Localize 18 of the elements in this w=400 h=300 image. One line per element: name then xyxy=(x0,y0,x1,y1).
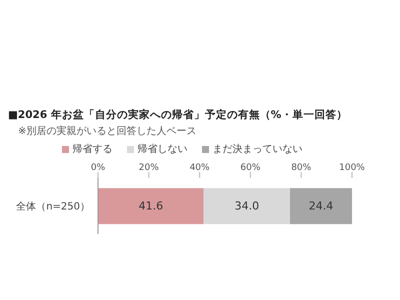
x-tick-label: 0% xyxy=(90,163,106,173)
x-tick-label: 40% xyxy=(190,163,210,173)
bar xyxy=(98,188,204,224)
y-tick-label: 全体（n=250） xyxy=(16,200,90,213)
bar xyxy=(290,188,352,224)
x-tick-label: 100% xyxy=(339,163,366,173)
text: ※別居の実親がいると回答した人ベース xyxy=(18,124,198,138)
data-label: 34.0 xyxy=(234,200,260,213)
legend-label: まだ決まっていない xyxy=(212,142,302,156)
bar xyxy=(204,188,290,224)
chart-title: ■2026 年お盆「自分の実家への帰省」予定の有無（%・単一回答） xyxy=(8,108,348,122)
data-label: 24.4 xyxy=(308,200,334,213)
x-tick-label: 80% xyxy=(291,163,312,173)
legend-label: 帰省する xyxy=(72,142,112,156)
legend-label: 帰省しない xyxy=(138,142,188,156)
x-tick-label: 60% xyxy=(240,163,261,173)
data-label: 41.6 xyxy=(138,200,164,213)
x-tick-label: 20% xyxy=(138,163,160,173)
